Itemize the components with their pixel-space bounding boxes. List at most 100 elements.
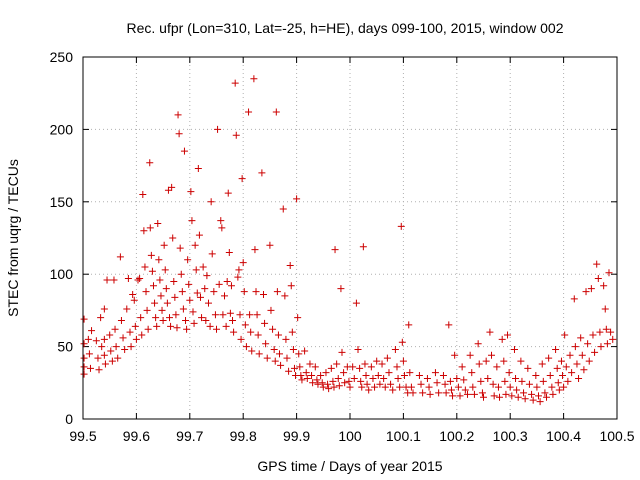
data-point (289, 345, 297, 353)
data-point (461, 386, 469, 394)
data-point (224, 189, 232, 197)
data-point (80, 340, 88, 348)
data-point (333, 360, 341, 368)
data-point (229, 317, 237, 325)
data-point (541, 389, 549, 397)
data-point (498, 335, 506, 343)
data-point (578, 351, 586, 359)
data-point (582, 288, 590, 296)
data-point (258, 169, 266, 177)
x-tick-label: 99.6 (123, 428, 150, 444)
data-point (155, 256, 163, 264)
data-point (341, 379, 349, 387)
data-point (80, 315, 88, 323)
data-point (607, 328, 615, 336)
data-point (365, 386, 373, 394)
data-point (482, 357, 490, 365)
data-point (539, 377, 547, 385)
data-point (303, 374, 311, 382)
data-point (349, 363, 357, 371)
data-point (141, 263, 149, 271)
data-point (570, 295, 578, 303)
data-point (251, 246, 259, 254)
data-point (263, 354, 271, 362)
data-point (144, 325, 152, 333)
data-point (506, 383, 514, 391)
data-point (405, 321, 413, 329)
data-point (126, 328, 134, 336)
data-point (294, 314, 302, 322)
data-point (146, 159, 154, 167)
data-point (494, 383, 502, 391)
data-point (187, 188, 195, 196)
data-point (317, 372, 325, 380)
data-point (313, 376, 321, 384)
data-point (338, 348, 346, 356)
grid-lines (83, 57, 617, 419)
x-tick-label: 100 (338, 428, 362, 444)
data-point (107, 347, 115, 355)
data-point (222, 322, 230, 330)
data-point (186, 296, 194, 304)
data-point (359, 243, 367, 251)
data-point (543, 393, 551, 401)
data-point (225, 248, 233, 256)
x-tick-label: 99.9 (283, 428, 310, 444)
data-point (524, 364, 532, 372)
data-point (308, 372, 316, 380)
data-point (267, 306, 275, 314)
data-point (261, 319, 269, 327)
data-point (227, 282, 235, 290)
data-point (86, 364, 94, 372)
data-point (255, 350, 263, 358)
data-point (376, 380, 384, 388)
data-point (391, 345, 399, 353)
data-point (290, 364, 298, 372)
data-point (287, 282, 295, 290)
data-point (378, 360, 386, 368)
data-point (235, 266, 243, 274)
data-point (139, 191, 147, 199)
data-point (518, 377, 526, 385)
data-point (274, 331, 282, 339)
data-point (219, 311, 227, 319)
data-point (605, 269, 613, 277)
data-point (270, 345, 278, 353)
data-point (146, 224, 154, 232)
data-point (92, 337, 100, 345)
data-point (218, 224, 226, 232)
data-point (409, 389, 417, 397)
data-point (381, 383, 389, 391)
data-point (193, 289, 201, 297)
data-point (346, 383, 354, 391)
data-point (513, 386, 521, 394)
data-point (334, 374, 342, 382)
data-point (172, 311, 180, 319)
data-point (521, 395, 529, 403)
data-point (399, 357, 407, 365)
data-point (501, 377, 509, 385)
data-point (589, 331, 597, 339)
data-point (493, 363, 501, 371)
data-point (277, 361, 285, 369)
data-point (242, 343, 250, 351)
data-point (140, 227, 148, 235)
data-point (226, 309, 234, 317)
data-point (185, 280, 193, 288)
data-point (178, 288, 186, 296)
data-point (80, 370, 88, 378)
data-point (397, 222, 405, 230)
data-point (555, 386, 563, 394)
data-point (157, 292, 165, 300)
data-point (385, 369, 393, 377)
data-point (246, 311, 254, 319)
plot-frame (82, 56, 618, 420)
data-point (247, 328, 255, 336)
x-tick-label: 100.2 (439, 428, 474, 444)
data-point (345, 377, 353, 385)
y-tick-label: 200 (50, 121, 74, 137)
data-point (201, 285, 209, 293)
data-point (525, 380, 533, 388)
data-point (142, 288, 150, 296)
data-point (221, 292, 229, 300)
